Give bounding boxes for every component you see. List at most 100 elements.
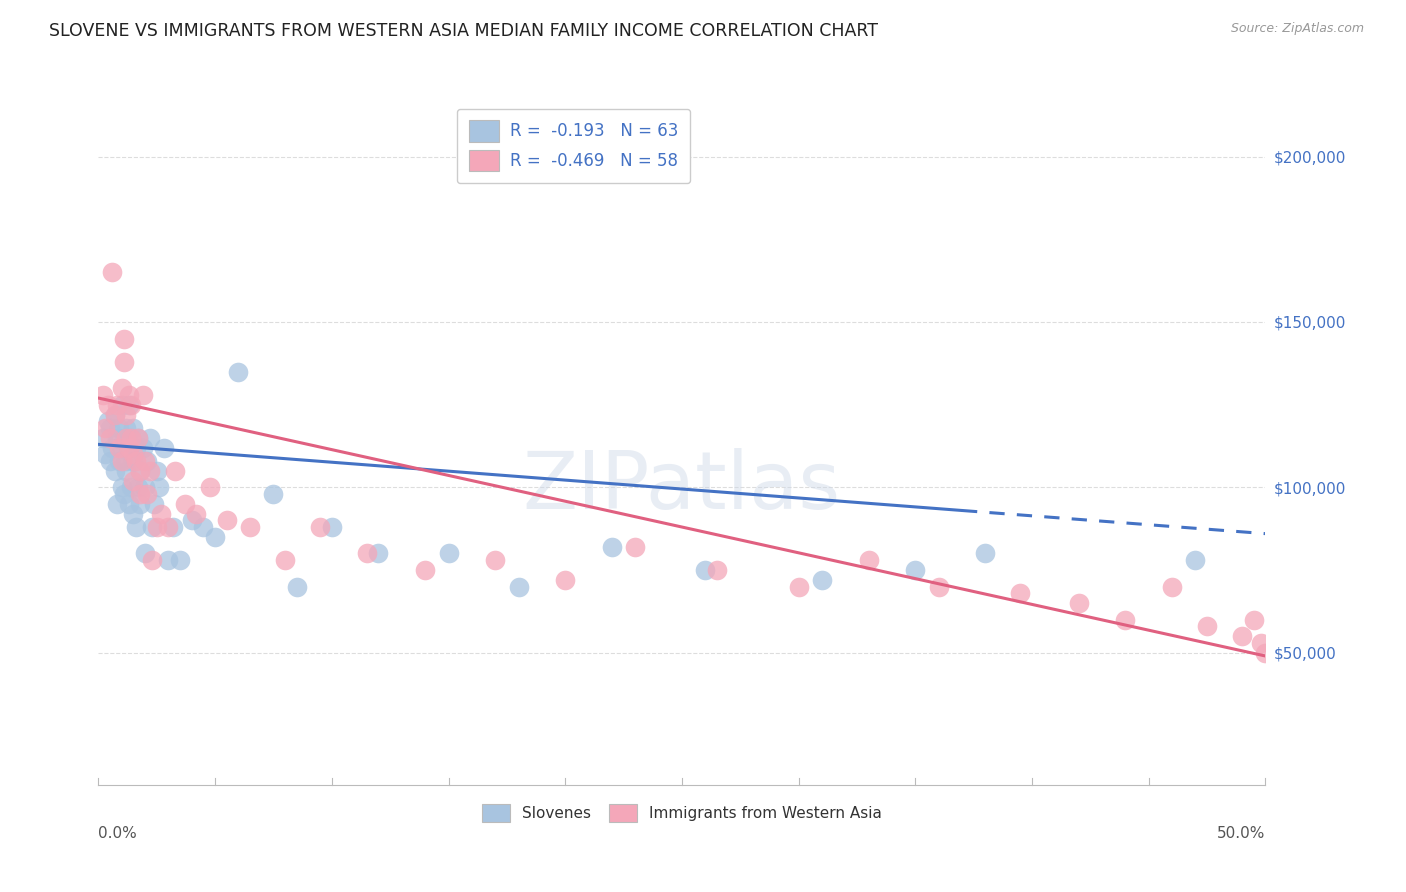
Point	[484, 553, 506, 567]
Point	[186, 507, 208, 521]
Point	[143, 497, 166, 511]
Point	[162, 520, 184, 534]
Point	[285, 580, 308, 594]
Point	[122, 447, 145, 461]
Point	[367, 546, 389, 560]
Point	[112, 354, 135, 368]
Point	[787, 580, 810, 594]
Point	[150, 507, 173, 521]
Point	[132, 388, 155, 402]
Point	[437, 546, 460, 560]
Point	[1010, 586, 1032, 600]
Point	[134, 454, 156, 468]
Point	[706, 563, 728, 577]
Point	[118, 441, 141, 455]
Point	[98, 431, 121, 445]
Point	[136, 487, 159, 501]
Point	[157, 553, 180, 567]
Point	[98, 454, 121, 468]
Point	[122, 474, 145, 488]
Point	[94, 421, 117, 435]
Point	[134, 480, 156, 494]
Point	[125, 520, 148, 534]
Text: Source: ZipAtlas.com: Source: ZipAtlas.com	[1230, 22, 1364, 36]
Point	[148, 480, 170, 494]
Point	[108, 441, 131, 455]
Point	[118, 441, 141, 455]
Point	[94, 447, 117, 461]
Point	[118, 388, 141, 402]
Point	[173, 497, 195, 511]
Point	[91, 388, 114, 402]
Point	[108, 421, 131, 435]
Point	[1114, 613, 1136, 627]
Point	[108, 454, 131, 468]
Point	[146, 464, 169, 478]
Text: SLOVENE VS IMMIGRANTS FROM WESTERN ASIA MEDIAN FAMILY INCOME CORRELATION CHART: SLOVENE VS IMMIGRANTS FROM WESTERN ASIA …	[49, 22, 879, 40]
Point	[127, 480, 149, 494]
Point	[157, 520, 180, 534]
Text: 0.0%: 0.0%	[98, 826, 138, 840]
Point	[104, 408, 127, 422]
Point	[321, 520, 343, 534]
Point	[1184, 553, 1206, 567]
Point	[139, 431, 162, 445]
Point	[274, 553, 297, 567]
Point	[120, 431, 142, 445]
Point	[120, 431, 142, 445]
Point	[508, 580, 530, 594]
Point	[139, 464, 162, 478]
Point	[125, 454, 148, 468]
Point	[127, 431, 149, 445]
Point	[122, 454, 145, 468]
Point	[120, 398, 142, 412]
Point	[104, 464, 127, 478]
Point	[111, 480, 134, 494]
Point	[129, 487, 152, 501]
Point	[129, 464, 152, 478]
Point	[1067, 596, 1090, 610]
Point	[152, 441, 174, 455]
Point	[624, 540, 647, 554]
Point	[1243, 613, 1265, 627]
Point	[111, 441, 134, 455]
Point	[1195, 619, 1218, 633]
Point	[105, 398, 128, 412]
Point	[111, 454, 134, 468]
Point	[356, 546, 378, 560]
Point	[200, 480, 222, 494]
Point	[122, 421, 145, 435]
Point	[112, 431, 135, 445]
Point	[97, 414, 120, 428]
Point	[262, 487, 284, 501]
Point	[165, 464, 187, 478]
Point	[169, 553, 191, 567]
Point	[115, 431, 138, 445]
Text: 50.0%: 50.0%	[1218, 826, 1265, 840]
Point	[98, 421, 121, 435]
Point	[112, 332, 135, 346]
Point	[554, 573, 576, 587]
Point	[904, 563, 927, 577]
Point	[413, 563, 436, 577]
Point	[101, 265, 124, 279]
Point	[129, 464, 152, 478]
Point	[239, 520, 262, 534]
Text: ZIPatlas: ZIPatlas	[523, 448, 841, 525]
Point	[91, 431, 114, 445]
Point	[146, 520, 169, 534]
Point	[115, 408, 138, 422]
Point	[115, 464, 138, 478]
Point	[105, 497, 128, 511]
Point	[1230, 629, 1253, 643]
Point	[120, 480, 142, 494]
Point	[180, 513, 202, 527]
Point	[309, 520, 332, 534]
Point	[193, 520, 215, 534]
Point	[111, 381, 134, 395]
Point	[104, 408, 127, 422]
Legend: Slovenes, Immigrants from Western Asia: Slovenes, Immigrants from Western Asia	[477, 798, 887, 828]
Point	[122, 507, 145, 521]
Point	[1254, 646, 1277, 660]
Point	[101, 441, 124, 455]
